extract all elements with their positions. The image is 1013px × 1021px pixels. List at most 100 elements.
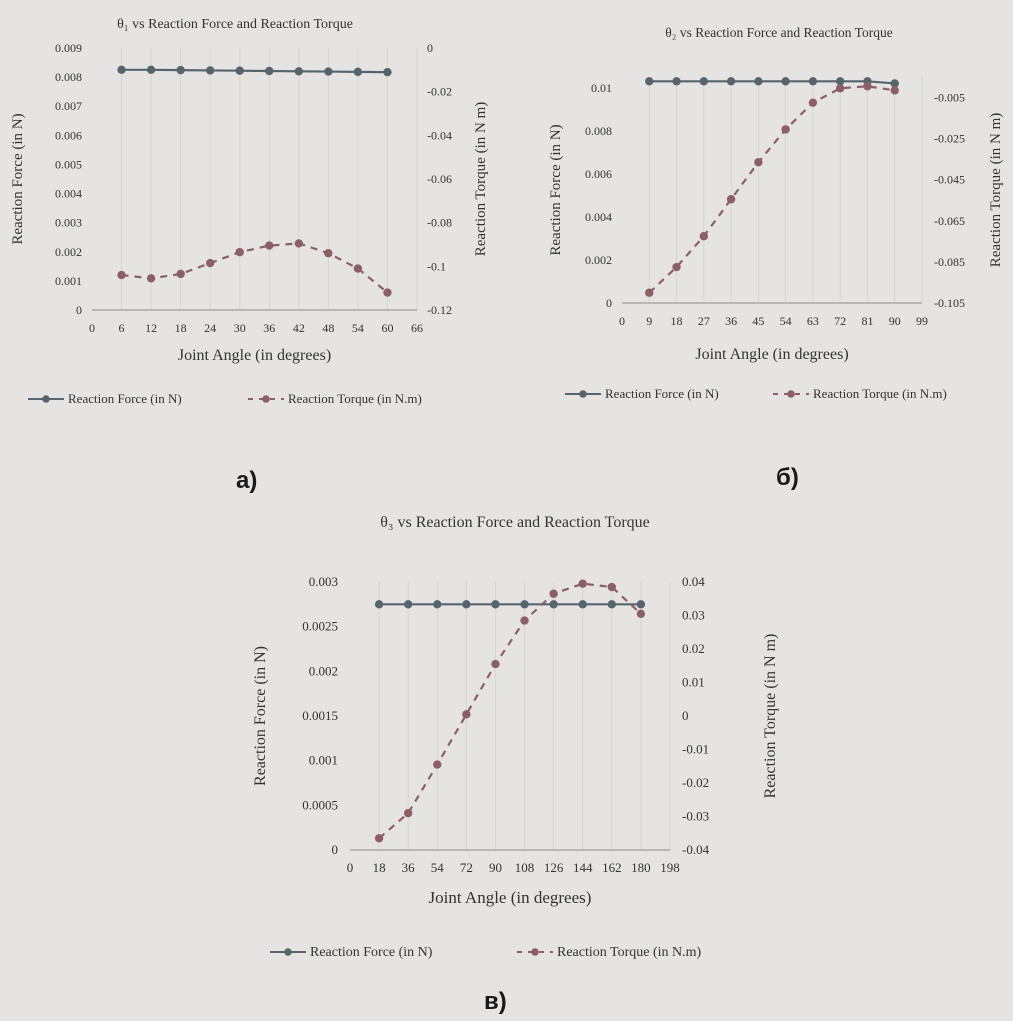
y2-tick-label: 0.01 — [682, 675, 705, 690]
force-data-point — [433, 600, 442, 609]
y-tick-label: 0 — [606, 296, 612, 310]
legend-torque-label: Reaction Torque (in N.m) — [557, 945, 702, 960]
y2-tick-label: -0.01 — [682, 742, 709, 757]
y2-tick-label: 0.04 — [682, 574, 705, 589]
x-tick-label: 198 — [660, 860, 680, 875]
legend-force-marker — [42, 395, 50, 403]
x-axis-label: Joint Angle (in degrees) — [429, 888, 592, 907]
y-tick-label: 0.004 — [55, 187, 82, 201]
legend-force-label: Reaction Force (in N) — [605, 386, 719, 401]
y2-tick-label: -0.085 — [934, 255, 965, 269]
torque-series-line — [378, 582, 642, 840]
x-tick-label: 36 — [402, 860, 416, 875]
chart-svg: θ₁ vs Reaction Force and Reaction Torque… — [10, 17, 489, 406]
y2-tick-label: -0.08 — [427, 216, 452, 230]
y2-tick-label: 0 — [682, 708, 689, 723]
y2-tick-label: -0.025 — [934, 132, 965, 146]
x-tick-label: 81 — [861, 314, 873, 328]
x-tick-label: 90 — [489, 860, 502, 875]
y2-tick-label: -0.12 — [427, 303, 452, 317]
y2-tick-label: -0.04 — [682, 842, 710, 857]
x-tick-label: 18 — [175, 321, 187, 335]
y2-tick-label: -0.045 — [934, 173, 965, 187]
torque-data-point — [520, 616, 529, 625]
x-tick-label: 54 — [780, 314, 792, 328]
force-data-point — [549, 600, 558, 609]
torque-data-point — [146, 274, 156, 283]
legend-torque-marker — [531, 948, 539, 956]
torque-data-point — [636, 609, 646, 619]
torque-series-line — [648, 85, 895, 294]
y-tick-label: 0.007 — [55, 99, 82, 113]
torque-data-point — [433, 760, 442, 769]
legend-torque-marker — [787, 390, 795, 398]
x-tick-label: 54 — [431, 860, 445, 875]
x-tick-label: 27 — [698, 314, 710, 328]
torque-data-point — [383, 288, 392, 297]
x-tick-label: 9 — [646, 314, 652, 328]
y-tick-label: 0.001 — [55, 274, 82, 288]
y-tick-label: 0.003 — [55, 216, 82, 230]
force-data-point — [176, 65, 185, 75]
y-axis-label: Reaction Force (in N) — [548, 124, 564, 255]
torque-data-point — [176, 269, 185, 279]
force-data-point — [146, 65, 156, 75]
y2-tick-label: -0.03 — [682, 809, 709, 824]
y-axis-label: Reaction Force (in N) — [252, 646, 269, 786]
force-data-point — [117, 65, 126, 75]
x-tick-label: 45 — [752, 314, 764, 328]
y2-tick-label: 0.02 — [682, 641, 705, 656]
x-axis-label: Joint Angle (in degrees) — [695, 346, 848, 363]
x-tick-label: 60 — [381, 321, 393, 335]
torque-data-point — [491, 659, 500, 669]
y-tick-label: 0.002 — [309, 663, 338, 678]
force-data-point — [645, 77, 654, 86]
force-data-point — [235, 66, 244, 75]
chart-theta1: θ₁ vs Reaction Force and Reaction Torque… — [0, 0, 489, 430]
force-data-point — [578, 600, 587, 609]
y2-axis-label: Reaction Torque (in N m) — [473, 102, 489, 256]
force-data-point — [726, 77, 736, 86]
y-tick-label: 0.006 — [585, 167, 612, 181]
chart-theta3: θ₃ vs Reaction Force and Reaction Torque… — [225, 500, 805, 980]
torque-data-point — [235, 247, 244, 257]
torque-data-point — [754, 158, 763, 167]
chart-title: θ₁ vs Reaction Force and Reaction Torque — [117, 17, 353, 32]
y-tick-label: 0.0025 — [302, 619, 338, 634]
y-tick-label: 0.004 — [585, 210, 612, 224]
chart-theta2: θ₂ vs Reaction Force and Reaction Torque… — [505, 5, 1013, 425]
legend-force-label: Reaction Force (in N) — [68, 391, 182, 406]
torque-data-point — [265, 241, 274, 250]
y2-tick-label: -0.02 — [682, 775, 709, 790]
x-tick-label: 6 — [119, 321, 125, 335]
force-data-point — [672, 77, 681, 86]
x-tick-label: 72 — [834, 314, 846, 328]
x-tick-label: 0 — [89, 321, 95, 335]
legend-torque-label: Reaction Torque (in N.m) — [813, 386, 947, 401]
x-tick-label: 18 — [373, 860, 386, 875]
x-tick-label: 0 — [619, 314, 625, 328]
torque-data-point — [699, 232, 709, 241]
force-data-point — [890, 79, 899, 88]
y-tick-label: 0.0015 — [302, 708, 338, 723]
y2-tick-label: 0 — [427, 41, 433, 55]
torque-data-point — [672, 262, 681, 272]
chart-title: θ₂ vs Reaction Force and Reaction Torque — [665, 25, 892, 40]
torque-data-point — [578, 579, 587, 588]
torque-data-point — [863, 82, 872, 91]
force-data-point — [383, 67, 392, 77]
x-tick-label: 24 — [204, 321, 216, 335]
torque-data-point — [462, 710, 471, 719]
legend-force-marker — [284, 948, 292, 956]
torque-data-point — [294, 239, 304, 248]
force-series-line — [121, 68, 388, 74]
x-tick-label: 54 — [352, 321, 364, 335]
torque-data-point — [403, 808, 413, 818]
force-data-point — [205, 66, 215, 75]
torque-data-point — [353, 264, 363, 273]
torque-data-point — [726, 195, 736, 204]
y2-tick-label: -0.005 — [934, 91, 965, 105]
legend-force-label: Reaction Force (in N) — [310, 945, 433, 960]
force-data-point — [324, 67, 333, 76]
chart-title: θ₃ vs Reaction Force and Reaction Torque — [380, 514, 650, 531]
